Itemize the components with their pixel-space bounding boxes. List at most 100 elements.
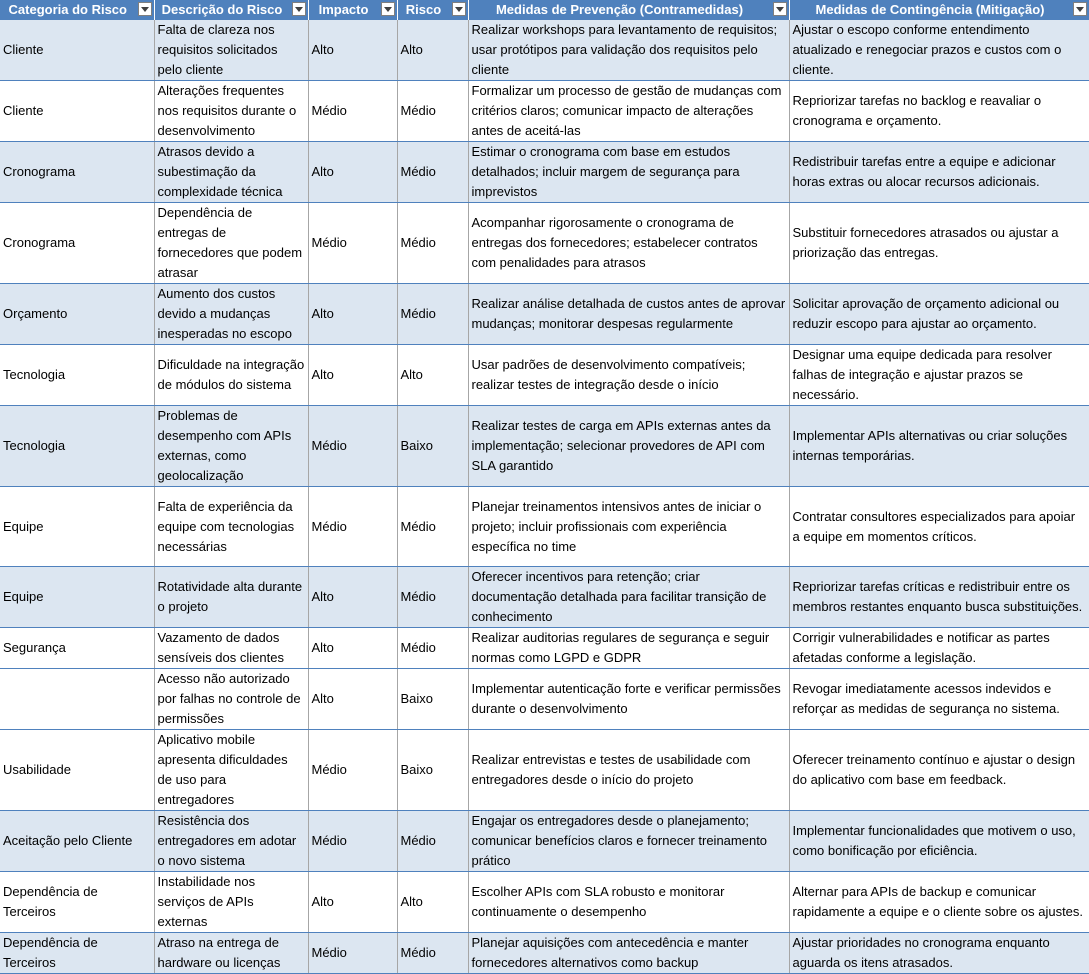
cell-descricao[interactable]: Rotatividade alta durante o projeto (154, 566, 309, 628)
cell-prevencao[interactable]: Oferecer incentivos para retenção; criar… (468, 566, 790, 628)
cell-risco[interactable]: Alto (397, 344, 469, 406)
cell-impacto[interactable]: Alto (308, 283, 398, 345)
cell-impacto[interactable]: Alto (308, 20, 398, 81)
cell-risco[interactable]: Médio (397, 80, 469, 142)
cell-prevencao[interactable]: Realizar testes de carga em APIs externa… (468, 405, 790, 487)
cell-impacto[interactable]: Alto (308, 566, 398, 628)
cell-impacto[interactable]: Médio (308, 80, 398, 142)
cell-risco[interactable]: Médio (397, 932, 469, 974)
cell-risco[interactable]: Baixo (397, 405, 469, 487)
cell-categoria[interactable]: Cliente (0, 20, 155, 81)
cell-categoria[interactable]: Cliente (0, 80, 155, 142)
cell-impacto[interactable]: Médio (308, 405, 398, 487)
cell-impacto[interactable]: Médio (308, 810, 398, 872)
cell-descricao[interactable]: Aumento dos custos devido a mudanças ine… (154, 283, 309, 345)
cell-risco[interactable]: Médio (397, 810, 469, 872)
cell-contingencia[interactable]: Implementar APIs alternativas ou criar s… (789, 405, 1089, 487)
cell-prevencao[interactable]: Estimar o cronograma com base em estudos… (468, 141, 790, 203)
cell-descricao[interactable]: Aplicativo mobile apresenta dificuldades… (154, 729, 309, 811)
cell-categoria[interactable]: Equipe (0, 566, 155, 628)
cell-contingencia[interactable]: Repriorizar tarefas críticas e redistrib… (789, 566, 1089, 628)
cell-impacto[interactable]: Médio (308, 729, 398, 811)
cell-categoria[interactable]: Usabilidade (0, 729, 155, 811)
cell-descricao[interactable]: Dificuldade na integração de módulos do … (154, 344, 309, 406)
cell-contingencia[interactable]: Ajustar o escopo conforme entendimento a… (789, 20, 1089, 81)
cell-prevencao[interactable]: Usar padrões de desenvolvimento compatív… (468, 344, 790, 406)
cell-prevencao[interactable]: Realizar workshops para levantamento de … (468, 20, 790, 81)
cell-contingencia[interactable]: Ajustar prioridades no cronograma enquan… (789, 932, 1089, 974)
cell-impacto[interactable]: Alto (308, 668, 398, 730)
cell-categoria[interactable]: Tecnologia (0, 344, 155, 406)
cell-risco[interactable]: Médio (397, 627, 469, 669)
cell-categoria[interactable]: Cronograma (0, 202, 155, 284)
cell-categoria[interactable]: Dependência de Terceiros (0, 932, 155, 974)
filter-dropdown-icon[interactable] (772, 2, 787, 16)
cell-contingencia[interactable]: Alternar para APIs de backup e comunicar… (789, 871, 1089, 933)
cell-descricao[interactable]: Acesso não autorizado por falhas no cont… (154, 668, 309, 730)
cell-risco[interactable]: Baixo (397, 668, 469, 730)
cell-risco[interactable]: Médio (397, 141, 469, 203)
cell-descricao[interactable]: Falta de clareza nos requisitos solicita… (154, 20, 309, 81)
cell-contingencia[interactable]: Redistribuir tarefas entre a equipe e ad… (789, 141, 1089, 203)
cell-contingencia[interactable]: Substituir fornecedores atrasados ou aju… (789, 202, 1089, 284)
cell-descricao[interactable]: Problemas de desempenho com APIs externa… (154, 405, 309, 487)
cell-risco[interactable]: Médio (397, 202, 469, 284)
cell-descricao[interactable]: Alterações frequentes nos requisitos dur… (154, 80, 309, 142)
cell-risco[interactable]: Médio (397, 566, 469, 628)
cell-descricao[interactable]: Dependência de entregas de fornecedores … (154, 202, 309, 284)
cell-impacto[interactable]: Alto (308, 871, 398, 933)
cell-prevencao[interactable]: Formalizar um processo de gestão de muda… (468, 80, 790, 142)
table-row: Cliente Falta de clareza nos requisitos … (0, 20, 1089, 81)
cell-descricao[interactable]: Atraso na entrega de hardware ou licença… (154, 932, 309, 974)
cell-impacto[interactable]: Alto (308, 141, 398, 203)
cell-categoria[interactable]: Segurança (0, 627, 155, 669)
table-row: Usabilidade Aplicativo mobile apresenta … (0, 729, 1089, 811)
filter-dropdown-icon[interactable] (451, 2, 466, 16)
cell-categoria[interactable] (0, 668, 155, 730)
cell-descricao[interactable]: Atrasos devido a subestimação da complex… (154, 141, 309, 203)
cell-impacto[interactable]: Alto (308, 627, 398, 669)
cell-descricao[interactable]: Falta de experiência da equipe com tecno… (154, 486, 309, 567)
cell-categoria[interactable]: Cronograma (0, 141, 155, 203)
cell-contingencia[interactable]: Implementar funcionalidades que motivem … (789, 810, 1089, 872)
cell-contingencia[interactable]: Solicitar aprovação de orçamento adicion… (789, 283, 1089, 345)
filter-dropdown-icon[interactable] (380, 2, 395, 16)
cell-prevencao[interactable]: Realizar análise detalhada de custos ant… (468, 283, 790, 345)
cell-categoria[interactable]: Orçamento (0, 283, 155, 345)
filter-dropdown-icon[interactable] (1072, 2, 1087, 16)
cell-risco[interactable]: Baixo (397, 729, 469, 811)
cell-risco[interactable]: Médio (397, 486, 469, 567)
cell-categoria[interactable]: Aceitação pelo Cliente (0, 810, 155, 872)
cell-categoria[interactable]: Tecnologia (0, 405, 155, 487)
cell-descricao[interactable]: Resistência dos entregadores em adotar o… (154, 810, 309, 872)
cell-impacto[interactable]: Médio (308, 486, 398, 567)
cell-risco[interactable]: Alto (397, 871, 469, 933)
cell-risco[interactable]: Alto (397, 20, 469, 81)
cell-prevencao[interactable]: Planejar treinamentos intensivos antes d… (468, 486, 790, 567)
cell-categoria[interactable]: Equipe (0, 486, 155, 567)
cell-categoria[interactable]: Dependência de Terceiros (0, 871, 155, 933)
table-row: Cliente Alterações frequentes nos requis… (0, 80, 1089, 142)
cell-contingencia[interactable]: Oferecer treinamento contínuo e ajustar … (789, 729, 1089, 811)
cell-contingencia[interactable]: Contratar consultores especializados par… (789, 486, 1089, 567)
cell-prevencao[interactable]: Realizar auditorias regulares de seguran… (468, 627, 790, 669)
cell-prevencao[interactable]: Acompanhar rigorosamente o cronograma de… (468, 202, 790, 284)
cell-impacto[interactable]: Alto (308, 344, 398, 406)
cell-impacto[interactable]: Médio (308, 932, 398, 974)
cell-prevencao[interactable]: Realizar entrevistas e testes de usabili… (468, 729, 790, 811)
cell-descricao[interactable]: Vazamento de dados sensíveis dos cliente… (154, 627, 309, 669)
cell-prevencao[interactable]: Implementar autenticação forte e verific… (468, 668, 790, 730)
filter-dropdown-icon[interactable] (137, 2, 152, 16)
cell-contingencia[interactable]: Designar uma equipe dedicada para resolv… (789, 344, 1089, 406)
cell-impacto[interactable]: Médio (308, 202, 398, 284)
cell-prevencao[interactable]: Escolher APIs com SLA robusto e monitora… (468, 871, 790, 933)
cell-prevencao[interactable]: Engajar os entregadores desde o planejam… (468, 810, 790, 872)
cell-risco[interactable]: Médio (397, 283, 469, 345)
filter-dropdown-icon[interactable] (291, 2, 306, 16)
cell-prevencao[interactable]: Planejar aquisições com antecedência e m… (468, 932, 790, 974)
table-row: Equipe Falta de experiência da equipe co… (0, 486, 1089, 567)
cell-contingencia[interactable]: Repriorizar tarefas no backlog e reavali… (789, 80, 1089, 142)
cell-contingencia[interactable]: Corrigir vulnerabilidades e notificar as… (789, 627, 1089, 669)
cell-descricao[interactable]: Instabilidade nos serviços de APIs exter… (154, 871, 309, 933)
cell-contingencia[interactable]: Revogar imediatamente acessos indevidos … (789, 668, 1089, 730)
